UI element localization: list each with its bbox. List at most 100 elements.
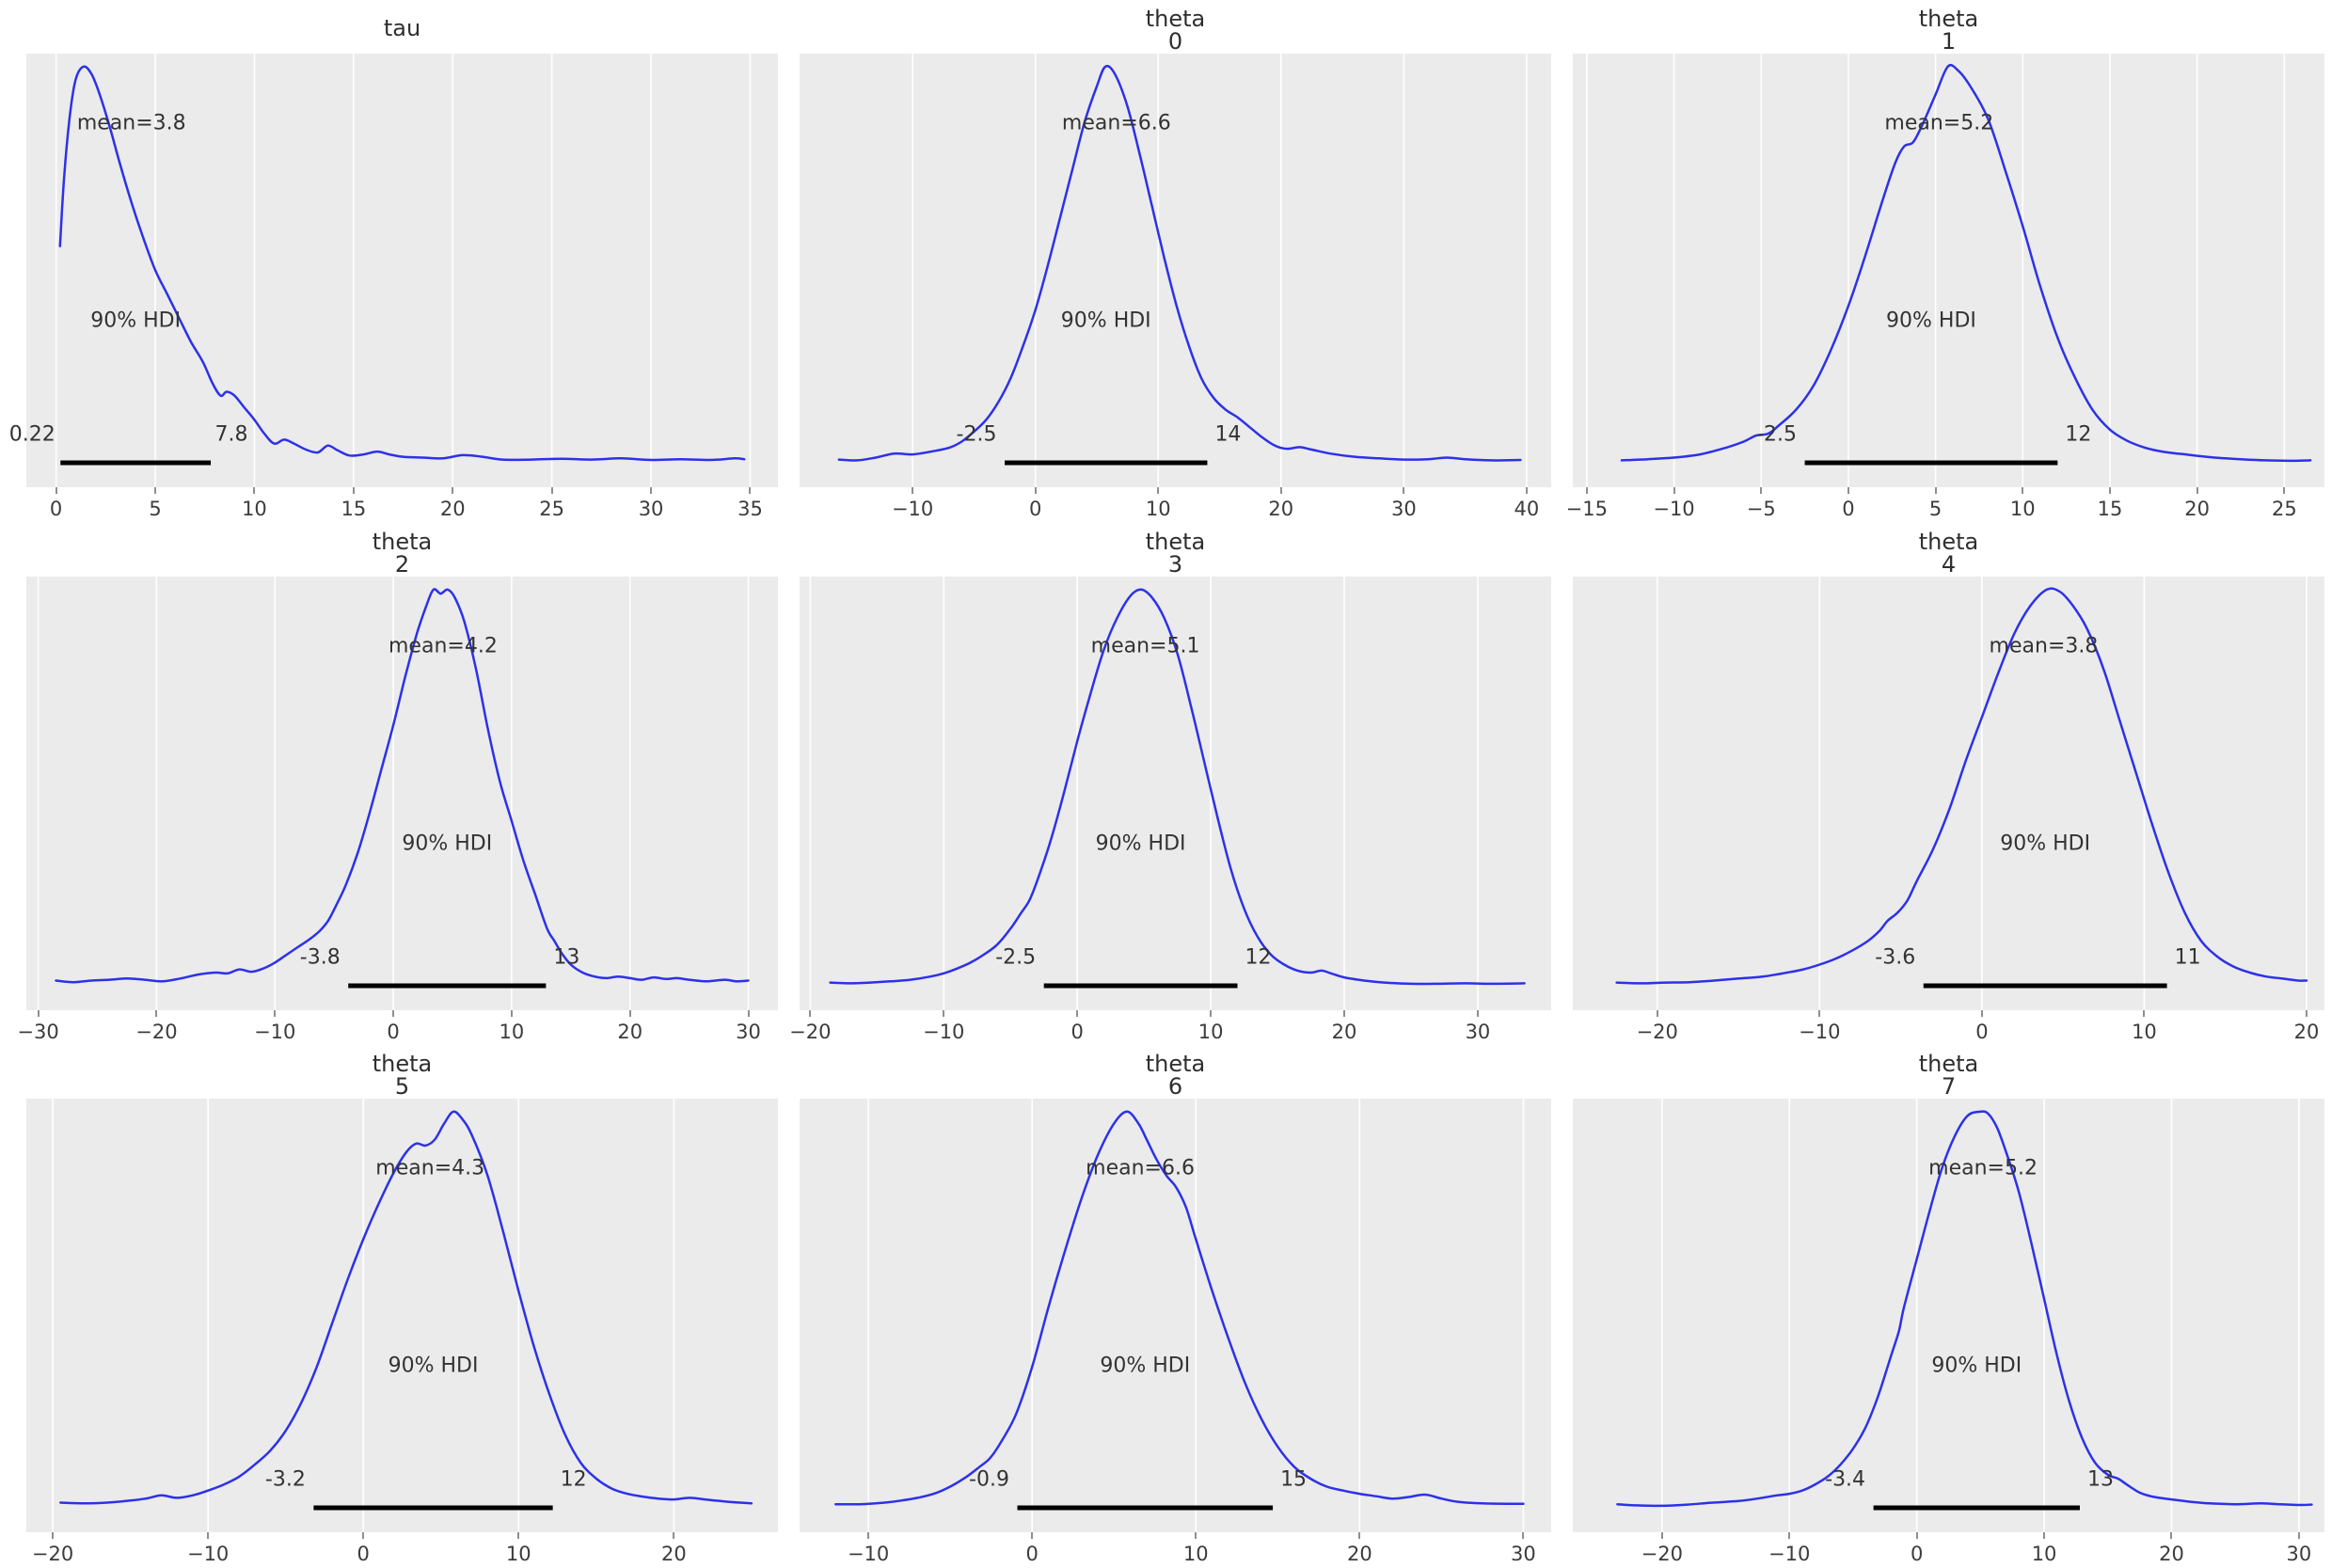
x-tick-label: 10 bbox=[2031, 1543, 2057, 1565]
x-tick-label: 25 bbox=[539, 498, 565, 520]
subplot-title: theta 2 bbox=[373, 531, 433, 576]
x-tick-label: −10 bbox=[1653, 498, 1695, 520]
kde-plot bbox=[800, 54, 1551, 487]
x-tick-mark bbox=[1195, 1532, 1197, 1539]
hdi-interval-label: 90% HDI bbox=[402, 832, 493, 855]
x-tick-label: 30 bbox=[1390, 498, 1417, 520]
x-tick-label: 10 bbox=[1145, 498, 1171, 520]
hdi-interval-label: 90% HDI bbox=[1100, 1354, 1191, 1377]
x-tick-label: −30 bbox=[17, 1021, 59, 1043]
x-tick-label: 15 bbox=[341, 498, 367, 520]
x-tick-mark bbox=[1525, 487, 1528, 494]
subplot-title: theta 5 bbox=[373, 1053, 433, 1098]
x-tick-mark bbox=[517, 1532, 520, 1539]
kde-plot bbox=[26, 54, 778, 487]
hdi-low-label: -3.8 bbox=[299, 945, 341, 970]
kde-plot bbox=[26, 577, 778, 1010]
kde-curve bbox=[55, 588, 750, 984]
x-tick-label: 30 bbox=[1511, 1543, 1536, 1565]
x-tick-mark bbox=[749, 487, 752, 494]
kde-curve bbox=[58, 65, 746, 462]
x-tick-mark bbox=[1034, 487, 1037, 494]
panel-background bbox=[800, 1099, 1551, 1532]
x-tick-label: 30 bbox=[736, 1021, 761, 1043]
x-tick-mark bbox=[1403, 487, 1405, 494]
x-tick-mark bbox=[1788, 1532, 1791, 1539]
x-tick-mark bbox=[2196, 487, 2198, 494]
x-tick-label: 20 bbox=[617, 1021, 643, 1043]
mean-label: mean=6.6 bbox=[1061, 111, 1171, 135]
x-tick-label: 5 bbox=[149, 498, 162, 520]
kde-curve bbox=[837, 64, 1522, 462]
hdi-bar bbox=[1804, 460, 2058, 466]
subplot-title: tau bbox=[384, 17, 420, 40]
x-tick-mark bbox=[362, 1532, 365, 1539]
x-tick-label: 10 bbox=[1197, 1021, 1224, 1043]
x-tick-label: −10 bbox=[186, 1543, 230, 1565]
x-tick-mark bbox=[1760, 487, 1763, 494]
x-tick-mark bbox=[2022, 487, 2024, 494]
panel-background bbox=[1573, 54, 2324, 487]
hdi-high-label: 14 bbox=[1214, 422, 1242, 447]
x-tick-mark bbox=[1157, 487, 1160, 494]
x-tick-label: 10 bbox=[2132, 1021, 2157, 1043]
x-tick-mark bbox=[1210, 1010, 1213, 1017]
x-tick-mark bbox=[1279, 487, 1282, 494]
x-tick-mark bbox=[1358, 1532, 1361, 1539]
x-tick-label: 20 bbox=[2159, 1543, 2184, 1565]
hdi-low-label: -3.4 bbox=[1825, 1467, 1866, 1492]
mean-label: mean=5.2 bbox=[1928, 1156, 2038, 1180]
hdi-interval-label: 90% HDI bbox=[388, 1354, 479, 1377]
x-tick-mark bbox=[747, 1010, 750, 1017]
x-tick-mark bbox=[1476, 1010, 1479, 1017]
x-tick-label: 10 bbox=[499, 1021, 525, 1043]
subplot-title: theta 1 bbox=[1919, 8, 1979, 53]
x-tick-mark bbox=[154, 487, 157, 494]
x-tick-mark bbox=[673, 1532, 675, 1539]
x-tick-mark bbox=[37, 1010, 40, 1017]
x-tick-mark bbox=[510, 1010, 513, 1017]
x-tick-label: −15 bbox=[1565, 498, 1608, 520]
hdi-interval-label: 90% HDI bbox=[90, 309, 182, 332]
panel-background bbox=[800, 54, 1551, 487]
x-tick-mark bbox=[809, 1010, 812, 1017]
kde-plot bbox=[1573, 1099, 2324, 1532]
hdi-low-label: -2.5 bbox=[956, 422, 997, 447]
x-tick-label: −20 bbox=[789, 1021, 832, 1043]
x-tick-mark bbox=[550, 487, 553, 494]
x-tick-mark bbox=[1585, 487, 1588, 494]
x-tick-mark bbox=[392, 1010, 395, 1017]
x-tick-mark bbox=[2306, 1010, 2308, 1017]
hdi-low-label: 0.22 bbox=[8, 422, 56, 447]
hdi-high-label: 12 bbox=[1245, 945, 1272, 970]
x-tick-label: −20 bbox=[31, 1543, 74, 1565]
x-tick-mark bbox=[1343, 1010, 1346, 1017]
kde-plot bbox=[1573, 577, 2324, 1010]
x-tick-label: 30 bbox=[638, 498, 664, 520]
panel-background bbox=[26, 577, 778, 1010]
x-tick-mark bbox=[628, 1010, 631, 1017]
mean-label: mean=3.8 bbox=[76, 111, 186, 135]
hdi-interval-label: 90% HDI bbox=[2000, 832, 2091, 855]
x-tick-label: 30 bbox=[2286, 1543, 2312, 1565]
kde-plot bbox=[26, 1099, 778, 1532]
hdi-interval-label: 90% HDI bbox=[1886, 309, 1976, 332]
x-tick-label: −20 bbox=[1636, 1021, 1678, 1043]
subplot-title-line: 1 bbox=[1941, 28, 1957, 55]
subplot-title-line: tau bbox=[383, 15, 421, 41]
mean-label: mean=4.3 bbox=[375, 1156, 485, 1180]
x-tick-mark bbox=[1818, 1010, 1821, 1017]
mean-label: mean=3.8 bbox=[1989, 634, 2099, 658]
subplot-title: theta 4 bbox=[1919, 531, 1979, 576]
x-tick-label: 20 bbox=[2184, 498, 2211, 520]
hdi-bar bbox=[313, 1505, 553, 1511]
x-tick-mark bbox=[2283, 487, 2286, 494]
subplot-title-line: 6 bbox=[1167, 1073, 1183, 1100]
x-tick-mark bbox=[1934, 487, 1937, 494]
x-tick-label: 40 bbox=[1514, 498, 1540, 520]
x-tick-mark bbox=[2170, 1532, 2173, 1539]
x-tick-mark bbox=[943, 1010, 945, 1017]
x-tick-label: −10 bbox=[1768, 1543, 1811, 1565]
kde-plot bbox=[800, 1099, 1551, 1532]
